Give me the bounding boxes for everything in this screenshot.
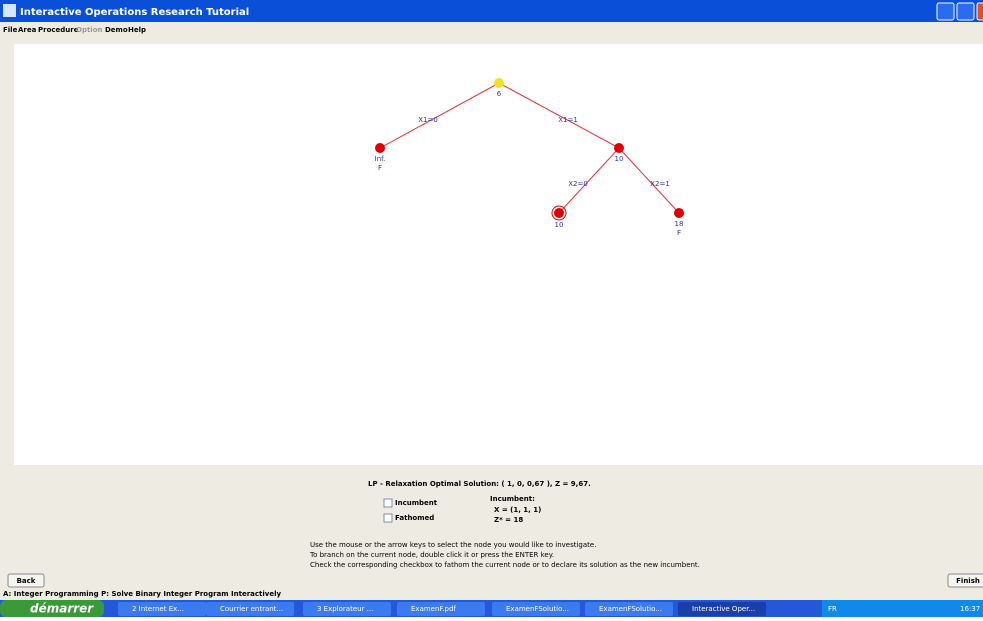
button-label: Back — [17, 577, 36, 585]
node-label: 6 — [497, 90, 502, 98]
instruction: Use the mouse or the arrow keys to selec… — [310, 541, 596, 549]
task-list: 2 Internet Ex... Courrier entrant... 3 Exp… — [118, 602, 766, 616]
node-status: F — [378, 164, 382, 172]
tree-node[interactable] — [554, 208, 564, 218]
node-status: F — [677, 229, 681, 237]
close-button[interactable] — [977, 3, 983, 20]
checkbox[interactable] — [384, 514, 392, 522]
checkbox-label: Fathomed — [395, 514, 434, 522]
tree-node[interactable] — [375, 143, 385, 153]
maximize-button[interactable] — [957, 3, 974, 20]
tree-node[interactable] — [614, 143, 624, 153]
start-label: démarrer — [30, 602, 94, 616]
menu-item[interactable]: Demo — [105, 26, 128, 34]
task-label: Interactive Oper... — [692, 605, 755, 613]
task-label: 2 Internet Ex... — [132, 605, 184, 613]
incumbent-title: Incumbent: — [490, 495, 535, 503]
checkbox[interactable] — [384, 499, 392, 507]
button-label: Finish — [956, 577, 980, 585]
status-bar: A: Integer Programming P: Solve Binary I… — [3, 590, 281, 598]
screen: Interactive Operations Research Tutorial… — [0, 0, 983, 617]
clock: 16:37 — [960, 605, 980, 613]
lp-solution: LP - Relaxation Optimal Solution: ( 1, 0… — [368, 480, 591, 488]
edge-label: X2=0 — [568, 180, 588, 188]
task-label: 3 Explorateur ... — [317, 605, 373, 613]
task-label: Courrier entrant... — [220, 605, 283, 613]
edge-label: X1=1 — [558, 116, 578, 124]
task-label: ExamenFSolutio... — [506, 605, 569, 613]
edge-label: X2=1 — [650, 180, 670, 188]
instruction: To branch on the current node, double cl… — [309, 551, 554, 559]
task-label: ExamenFSolutio... — [599, 605, 662, 613]
checkbox-label: Incumbent — [395, 499, 438, 507]
node-label: 18 — [675, 220, 684, 228]
menu-item[interactable]: Area — [18, 26, 37, 34]
node-label: 10 — [615, 155, 624, 163]
incumbent-z: Z* = 18 — [494, 516, 523, 524]
menu-item[interactable]: Option — [76, 26, 103, 34]
node-label: 10 — [555, 221, 564, 229]
minimize-button[interactable] — [937, 3, 954, 20]
tree-canvas — [14, 44, 983, 465]
menu-item[interactable]: Help — [128, 26, 146, 34]
instruction: Check the corresponding checkbox to fath… — [310, 561, 700, 569]
task-label: ExamenF.pdf — [411, 605, 456, 613]
edge-label: X1=0 — [418, 116, 438, 124]
tree-node[interactable] — [674, 208, 684, 218]
system-tray — [822, 600, 983, 617]
language: FR — [828, 605, 837, 613]
menu-item[interactable]: File — [3, 26, 18, 34]
node-label: Inf. — [375, 155, 386, 163]
tree-node[interactable] — [494, 78, 504, 88]
incumbent-x: X = (1, 1, 1) — [494, 506, 541, 514]
window-title: Interactive Operations Research Tutorial — [20, 7, 249, 18]
menu-item[interactable]: Procedure — [38, 26, 79, 34]
app-icon — [3, 4, 16, 17]
